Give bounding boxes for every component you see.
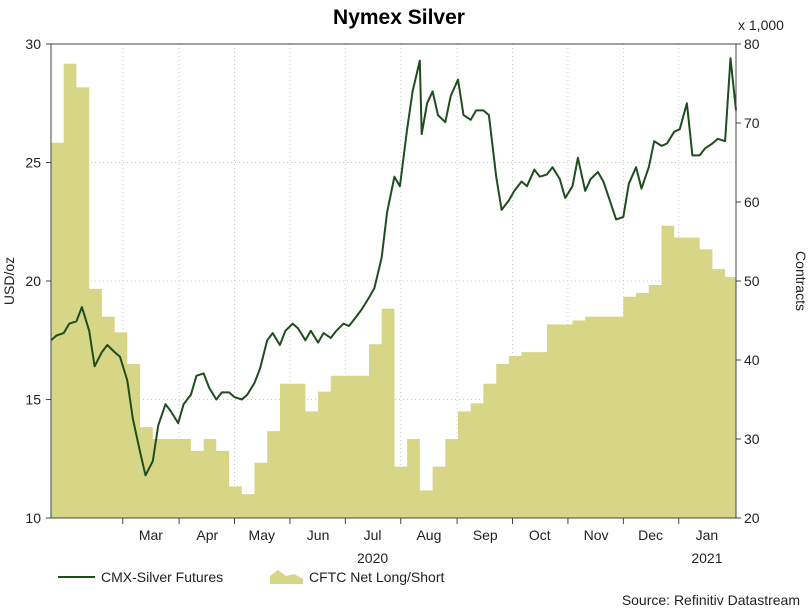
right-axis-multiplier: x 1,000 (738, 17, 784, 33)
axes: 10 15 20 25 30 20 30 40 50 60 70 80 Mar Apr May Jun Jul A… (25, 36, 759, 566)
month-tick-label: Oct (529, 527, 551, 543)
year-label: 2020 (357, 550, 388, 566)
legend-area-swatch (270, 570, 303, 584)
month-tick-label: Mar (139, 527, 163, 543)
year-label: 2021 (691, 550, 722, 566)
month-tick-label: Jul (364, 527, 382, 543)
right-tick-label: 60 (744, 194, 760, 210)
right-tick-label: 80 (744, 36, 760, 52)
left-tick-label: 15 (25, 392, 41, 408)
silver-price-line (50, 57, 737, 477)
silver-line-series (50, 57, 737, 477)
left-axis-label: USD/oz (1, 257, 17, 305)
source-note: Source: Refinitiv Datastream (622, 592, 800, 608)
left-tick-label: 20 (25, 273, 41, 289)
left-tick-label: 30 (25, 36, 41, 52)
cftc-area-series (51, 63, 736, 519)
month-tick-label: Apr (196, 527, 218, 543)
month-tick-label: Dec (638, 527, 663, 543)
right-tick-label: 30 (744, 431, 760, 447)
left-tick-label: 25 (25, 155, 41, 171)
month-tick-label: May (249, 527, 275, 543)
right-tick-label: 70 (744, 115, 760, 131)
legend-label-silver: CMX-Silver Futures (101, 569, 223, 585)
left-tick-label: 10 (25, 510, 41, 526)
legend-label-cftc: CFTC Net Long/Short (309, 569, 444, 585)
month-tick-label: Nov (584, 527, 609, 543)
right-tick-label: 50 (744, 273, 760, 289)
month-tick-label: Sep (473, 527, 498, 543)
legend: CMX-Silver Futures CFTC Net Long/Short (58, 569, 444, 585)
month-tick-label: Jun (307, 527, 330, 543)
month-tick-label: Jan (696, 527, 719, 543)
right-tick-label: 40 (744, 352, 760, 368)
month-tick-label: Aug (416, 527, 441, 543)
cftc-area (51, 63, 736, 519)
right-tick-label: 20 (744, 510, 760, 526)
chart-title: Nymex Silver (333, 6, 465, 29)
right-axis-label: Contracts (793, 251, 809, 311)
